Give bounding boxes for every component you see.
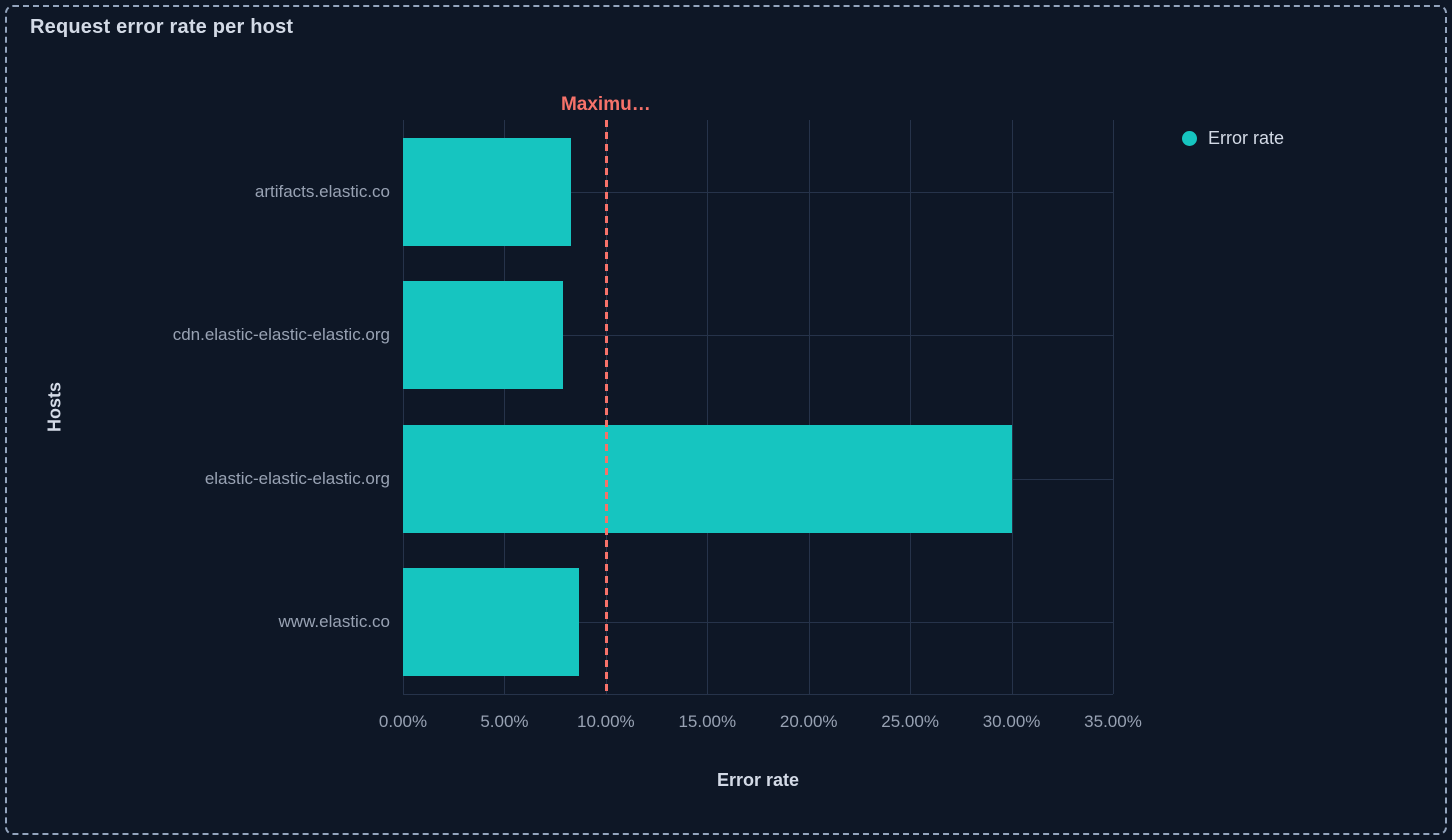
- x-tick-label: 0.00%: [378, 712, 428, 731]
- x-tick-label: 20.00%: [779, 712, 838, 731]
- x-axis-title: Error rate: [716, 770, 800, 790]
- x-tick-label: 25.00%: [881, 712, 939, 731]
- gridline-horizontal: [403, 191, 1113, 193]
- bar-artifacts.elastic.co[interactable]: [403, 137, 572, 246]
- y-category-label: elastic-elastic-elastic.org: [204, 468, 390, 488]
- legend-series-label: Error rate: [1208, 128, 1285, 148]
- bar-www.elastic.co[interactable]: [403, 568, 580, 677]
- y-axis-category-labels: artifacts.elastic.co cdn.elastic-elastic-…: [0, 120, 390, 694]
- gridline-horizontal: [403, 622, 1113, 624]
- gridline-vertical: [1011, 120, 1013, 694]
- x-tick-label: 30.00%: [982, 712, 1041, 731]
- y-category-label: cdn.elastic-elastic-elastic.org: [172, 325, 390, 345]
- gridline-vertical: [504, 120, 506, 694]
- y-category-label: www.elastic.co: [278, 612, 390, 632]
- gridline-vertical: [910, 120, 912, 694]
- legend-series-dot-icon: [1182, 131, 1197, 146]
- x-tick-label: 5.00%: [480, 712, 529, 731]
- gridline-horizontal: [403, 335, 1113, 337]
- threshold-label: Maximu…: [560, 94, 651, 115]
- bar-elastic-elastic-elastic.org[interactable]: [403, 424, 1012, 533]
- x-tick-label: 35.00%: [1084, 712, 1142, 731]
- plot-area: [403, 120, 1114, 695]
- y-category-label: artifacts.elastic.co: [254, 181, 390, 201]
- threshold-line: [604, 120, 608, 694]
- gridline-vertical: [808, 120, 810, 694]
- x-tick-label: 10.00%: [577, 712, 635, 731]
- bar-cdn.elastic-elastic-elastic.org[interactable]: [403, 281, 564, 390]
- gridline-vertical: [403, 120, 404, 694]
- panel-title: Request error rate per host: [30, 16, 294, 38]
- gridline-vertical: [1113, 120, 1114, 694]
- x-axis-tick-labels: 0.00% 5.00% 10.00% 15.00% 20.00% 25.00% 30.00%…: [379, 712, 1142, 742]
- legend-item-error-rate[interactable]: Error rate: [1182, 128, 1284, 149]
- x-tick-label: 15.00%: [678, 712, 737, 731]
- gridline-vertical: [707, 120, 709, 694]
